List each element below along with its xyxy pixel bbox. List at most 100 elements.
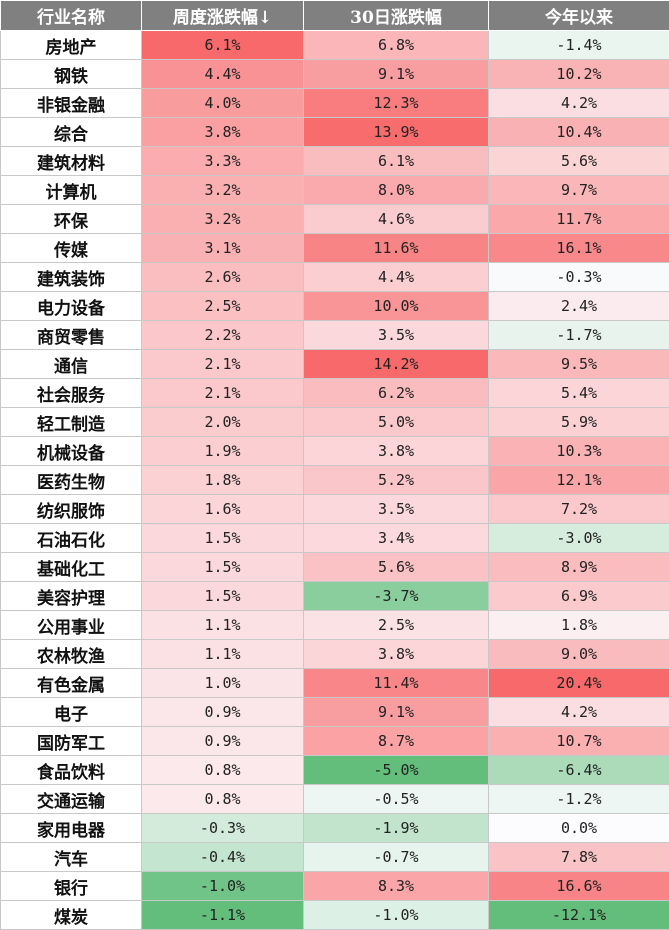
industry-name-cell: 社会服务 <box>1 379 142 408</box>
d30-change-cell: 8.0% <box>304 176 489 205</box>
ytd-change-cell: 2.4% <box>489 292 669 321</box>
industry-name-cell: 国防军工 <box>1 727 142 756</box>
ytd-change-cell: -1.4% <box>489 31 669 60</box>
d30-change-cell: -3.7% <box>304 582 489 611</box>
weekly-change-cell: -0.4% <box>142 843 304 872</box>
ytd-change-cell: 11.7% <box>489 205 669 234</box>
col-header-industry[interactable]: 行业名称 <box>1 1 142 31</box>
ytd-change-cell: 10.4% <box>489 118 669 147</box>
industry-name-cell: 非银金融 <box>1 89 142 118</box>
d30-change-cell: -0.7% <box>304 843 489 872</box>
weekly-change-cell: 2.5% <box>142 292 304 321</box>
ytd-change-cell: 0.0% <box>489 814 669 843</box>
weekly-change-cell: 1.0% <box>142 669 304 698</box>
weekly-change-cell: 3.2% <box>142 176 304 205</box>
ytd-change-cell: -3.0% <box>489 524 669 553</box>
table-row: 汽车-0.4%-0.7%7.8% <box>1 843 669 872</box>
d30-change-cell: 14.2% <box>304 350 489 379</box>
d30-change-cell: 9.1% <box>304 698 489 727</box>
weekly-change-cell: 4.0% <box>142 89 304 118</box>
weekly-change-cell: 2.1% <box>142 350 304 379</box>
d30-change-cell: 4.6% <box>304 205 489 234</box>
d30-change-cell: -1.0% <box>304 901 489 930</box>
ytd-change-cell: 9.7% <box>489 176 669 205</box>
d30-change-cell: 6.8% <box>304 31 489 60</box>
industry-name-cell: 电子 <box>1 698 142 727</box>
weekly-change-cell: 1.5% <box>142 524 304 553</box>
industry-name-cell: 有色金属 <box>1 669 142 698</box>
d30-change-cell: 8.7% <box>304 727 489 756</box>
d30-change-cell: 11.4% <box>304 669 489 698</box>
industry-name-cell: 医药生物 <box>1 466 142 495</box>
col-header-30day-change[interactable]: 30日涨跌幅 <box>304 1 489 31</box>
industry-name-cell: 基础化工 <box>1 553 142 582</box>
ytd-change-cell: -0.3% <box>489 263 669 292</box>
col-header-ytd-change[interactable]: 今年以来 <box>489 1 669 31</box>
d30-change-cell: 3.8% <box>304 437 489 466</box>
ytd-change-cell: 16.1% <box>489 234 669 263</box>
weekly-change-cell: 2.1% <box>142 379 304 408</box>
weekly-change-cell: 0.8% <box>142 756 304 785</box>
d30-change-cell: 12.3% <box>304 89 489 118</box>
weekly-change-cell: 1.1% <box>142 640 304 669</box>
d30-change-cell: 2.5% <box>304 611 489 640</box>
d30-change-cell: 9.1% <box>304 60 489 89</box>
industry-name-cell: 环保 <box>1 205 142 234</box>
ytd-change-cell: -1.7% <box>489 321 669 350</box>
industry-name-cell: 交通运输 <box>1 785 142 814</box>
industry-name-cell: 食品饮料 <box>1 756 142 785</box>
d30-change-cell: 5.0% <box>304 408 489 437</box>
ytd-change-cell: 1.8% <box>489 611 669 640</box>
ytd-change-cell: -1.2% <box>489 785 669 814</box>
ytd-change-cell: 10.3% <box>489 437 669 466</box>
ytd-change-cell: 8.9% <box>489 553 669 582</box>
ytd-change-cell: 4.2% <box>489 89 669 118</box>
d30-change-cell: 4.4% <box>304 263 489 292</box>
weekly-change-cell: -1.1% <box>142 901 304 930</box>
industry-name-cell: 纺织服饰 <box>1 495 142 524</box>
table-row: 煤炭-1.1%-1.0%-12.1% <box>1 901 669 930</box>
weekly-change-cell: 2.6% <box>142 263 304 292</box>
industry-name-cell: 石油石化 <box>1 524 142 553</box>
ytd-change-cell: -6.4% <box>489 756 669 785</box>
industry-name-cell: 银行 <box>1 872 142 901</box>
weekly-change-cell: 0.9% <box>142 698 304 727</box>
weekly-change-cell: 2.0% <box>142 408 304 437</box>
weekly-change-cell: 6.1% <box>142 31 304 60</box>
weekly-change-cell: 4.4% <box>142 60 304 89</box>
d30-change-cell: 3.4% <box>304 524 489 553</box>
weekly-change-cell: 0.8% <box>142 785 304 814</box>
weekly-change-cell: 0.9% <box>142 727 304 756</box>
d30-change-cell: 11.6% <box>304 234 489 263</box>
ytd-change-cell: 16.6% <box>489 872 669 901</box>
ytd-change-cell: 6.9% <box>489 582 669 611</box>
header-row: 行业名称 周度涨跌幅↓ 30日涨跌幅 今年以来 <box>1 1 669 31</box>
industry-name-cell: 通信 <box>1 350 142 379</box>
d30-change-cell: 5.2% <box>304 466 489 495</box>
d30-change-cell: -5.0% <box>304 756 489 785</box>
d30-change-cell: 13.9% <box>304 118 489 147</box>
industry-name-cell: 农林牧渔 <box>1 640 142 669</box>
col-header-weekly-change[interactable]: 周度涨跌幅↓ <box>142 1 304 31</box>
industry-name-cell: 计算机 <box>1 176 142 205</box>
